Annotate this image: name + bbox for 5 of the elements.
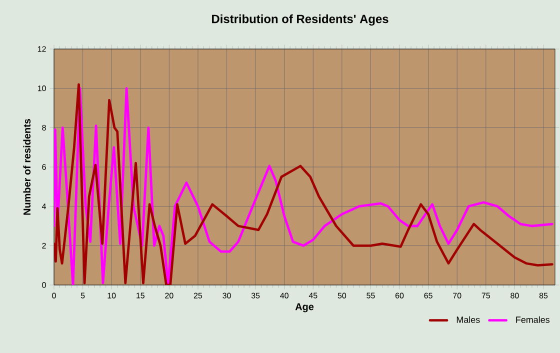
x-axis-title: Age [295, 303, 314, 312]
chart-title: Distribution of Residents' Ages [212, 14, 388, 26]
legend-label: Males [456, 316, 480, 323]
y-axis-title: Number of residents [23, 118, 31, 215]
legend-label: Females [516, 316, 550, 323]
